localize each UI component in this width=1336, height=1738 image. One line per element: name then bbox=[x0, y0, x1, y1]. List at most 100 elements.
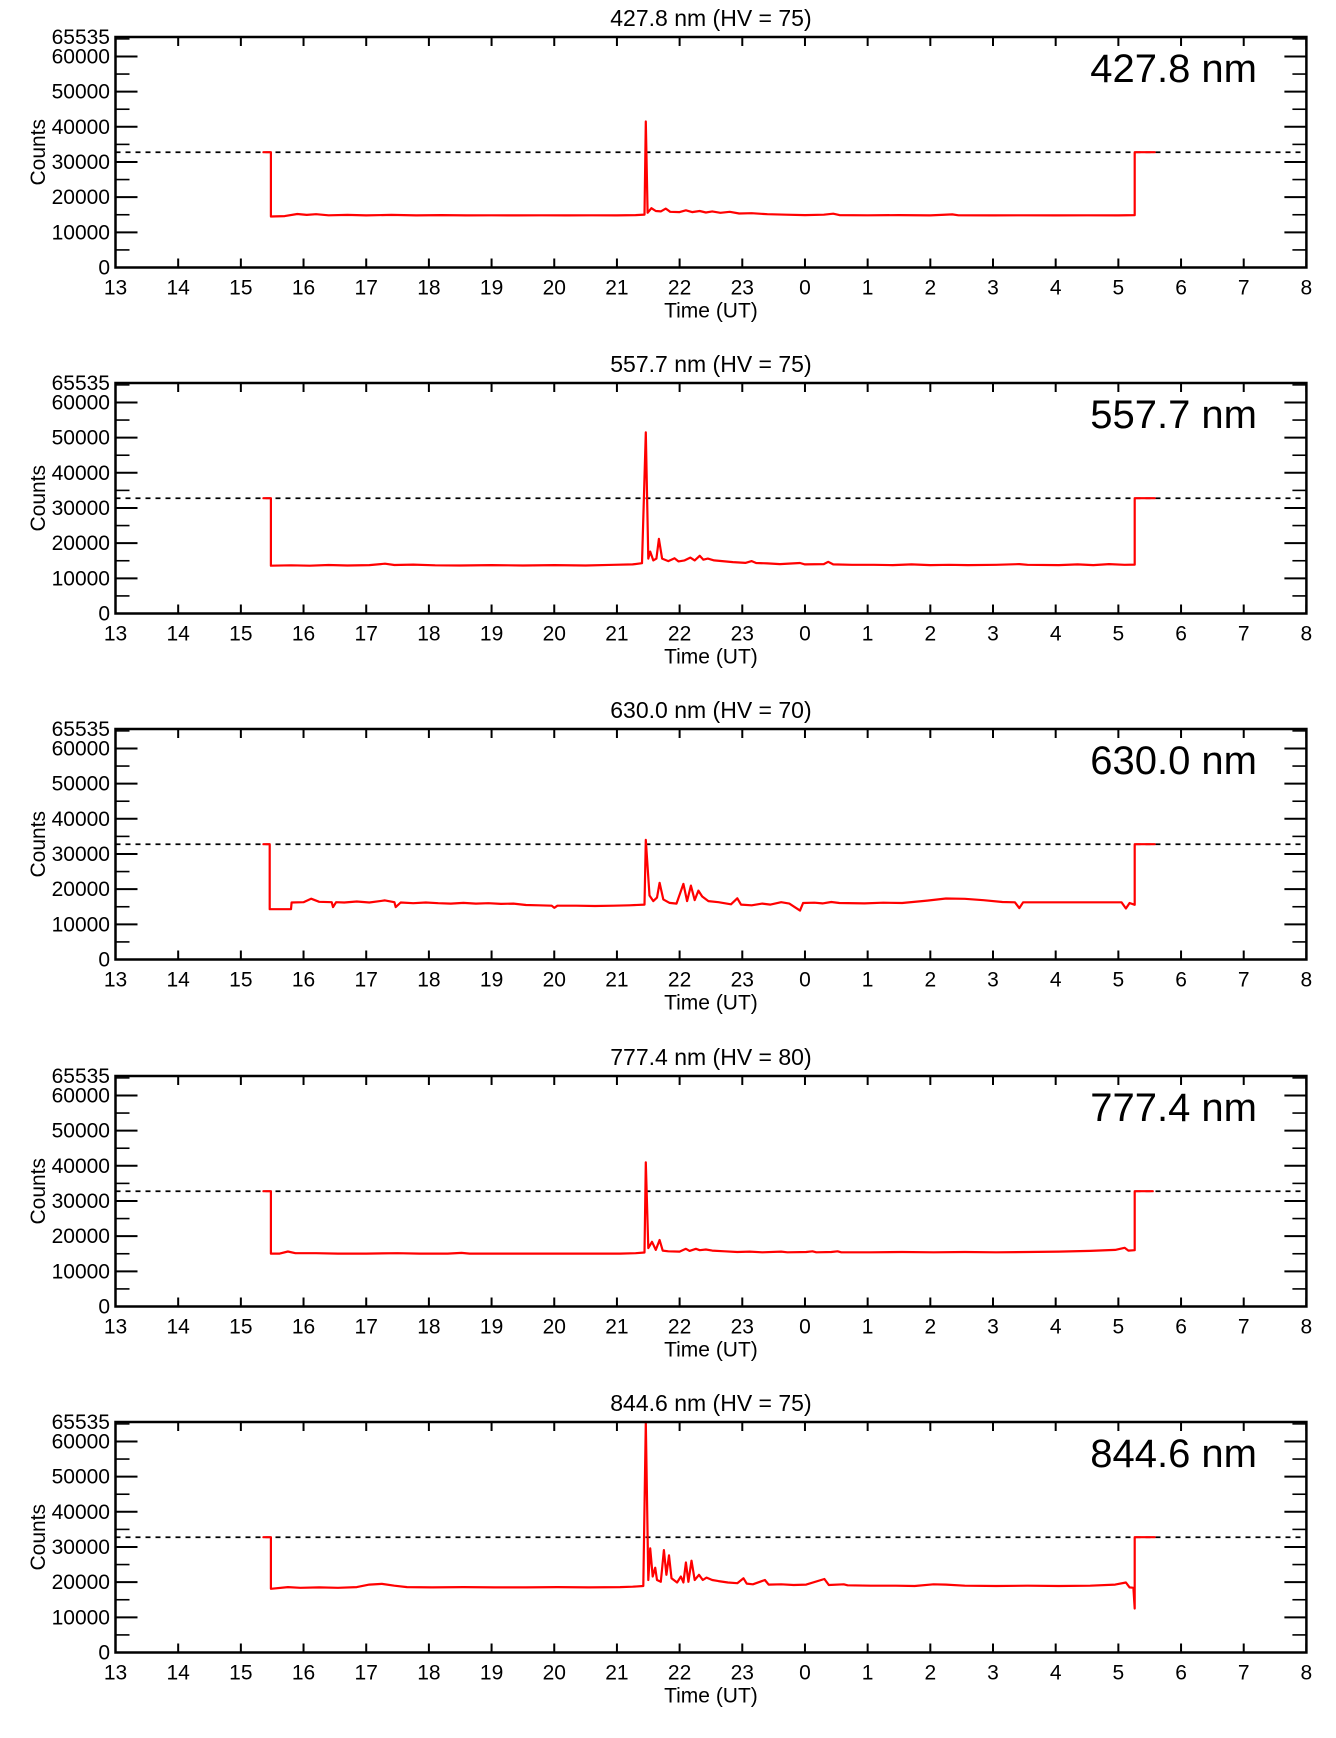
y-tick-label: 65535 bbox=[52, 26, 110, 49]
counts-axis-label: Counts bbox=[27, 119, 50, 186]
y-tick-label: 30000 bbox=[52, 1190, 110, 1213]
x-tick-label: 8 bbox=[1301, 1662, 1313, 1685]
x-tick-label: 5 bbox=[1113, 623, 1125, 646]
x-tick-label: 19 bbox=[480, 277, 503, 300]
x-tick-label: 3 bbox=[987, 1316, 999, 1339]
counts-axis-label: Counts bbox=[27, 1158, 50, 1225]
x-tick-label: 15 bbox=[229, 277, 252, 300]
y-tick-label: 30000 bbox=[52, 497, 110, 520]
x-tick-label: 23 bbox=[731, 1662, 754, 1685]
plot-frame bbox=[114, 35, 1308, 269]
x-tick-label: 2 bbox=[924, 623, 936, 646]
y-tick-label: 30000 bbox=[52, 843, 110, 866]
counts-trace bbox=[262, 1161, 1154, 1255]
y-tick-label: 30000 bbox=[52, 1536, 110, 1559]
x-tick-label: 8 bbox=[1301, 1316, 1313, 1339]
x-tick-label: 18 bbox=[417, 1316, 440, 1339]
x-tick-label: 7 bbox=[1238, 1316, 1250, 1339]
x-tick-label: 2 bbox=[924, 969, 936, 992]
x-tick-label: 0 bbox=[799, 623, 811, 646]
time-axis-label: Time (UT) bbox=[664, 646, 758, 669]
x-tick-label: 4 bbox=[1050, 1662, 1062, 1685]
x-tick-label: 0 bbox=[799, 277, 811, 300]
x-tick-label: 7 bbox=[1238, 277, 1250, 300]
wavelength-corner-label: 630.0 nm bbox=[1090, 739, 1257, 783]
x-tick-label: 3 bbox=[987, 1662, 999, 1685]
x-tick-label: 8 bbox=[1301, 277, 1313, 300]
y-tick-label: 65535 bbox=[52, 1065, 110, 1088]
time-axis-label: Time (UT) bbox=[664, 1339, 758, 1362]
y-tick-label: 10000 bbox=[52, 567, 110, 590]
wavelength-corner-label: 844.6 nm bbox=[1090, 1432, 1257, 1476]
x-tick-label: 1 bbox=[862, 623, 874, 646]
y-tick-label: 60000 bbox=[52, 391, 110, 414]
x-tick-label: 18 bbox=[417, 969, 440, 992]
y-tick-label: 40000 bbox=[52, 116, 110, 139]
chart-title: 630.0 nm (HV = 70) bbox=[610, 697, 811, 723]
y-tick-label: 50000 bbox=[52, 81, 110, 104]
counts-trace bbox=[262, 1420, 1156, 1610]
x-tick-label: 0 bbox=[799, 969, 811, 992]
x-tick-label: 20 bbox=[543, 623, 566, 646]
counts-axis-label: Counts bbox=[27, 811, 50, 878]
x-tick-label: 20 bbox=[543, 277, 566, 300]
y-tick-label: 10000 bbox=[52, 221, 110, 244]
x-tick-label: 20 bbox=[543, 1662, 566, 1685]
x-tick-label: 23 bbox=[731, 1316, 754, 1339]
x-tick-label: 5 bbox=[1113, 1316, 1125, 1339]
chart-panel-630.0nm: 0 10000 20000 30000 40000 50000 60000 65535 13 14… bbox=[0, 692, 1336, 1040]
x-tick-label: 14 bbox=[166, 623, 190, 646]
y-tick-label: 20000 bbox=[52, 878, 110, 901]
x-tick-label: 1 bbox=[862, 1662, 874, 1685]
x-tick-label: 8 bbox=[1301, 623, 1313, 646]
y-tick-label: 50000 bbox=[52, 773, 110, 796]
plot-frame bbox=[114, 1074, 1308, 1308]
chart-title: 777.4 nm (HV = 80) bbox=[610, 1044, 811, 1070]
x-tick-label: 7 bbox=[1238, 623, 1250, 646]
x-tick-label: 2 bbox=[924, 277, 936, 300]
x-tick-label: 17 bbox=[355, 1662, 378, 1685]
x-tick-label: 3 bbox=[987, 623, 999, 646]
x-tick-label: 5 bbox=[1113, 969, 1125, 992]
x-tick-label: 21 bbox=[605, 623, 628, 646]
x-tick-label: 22 bbox=[668, 277, 691, 300]
y-tick-label: 60000 bbox=[52, 737, 110, 760]
x-tick-label: 15 bbox=[229, 969, 252, 992]
y-tick-label: 50000 bbox=[52, 1466, 110, 1489]
time-axis-label: Time (UT) bbox=[664, 992, 758, 1015]
x-tick-label: 19 bbox=[480, 623, 503, 646]
x-tick-label: 15 bbox=[229, 1662, 252, 1685]
y-tick-label: 50000 bbox=[52, 1120, 110, 1143]
x-tick-label: 14 bbox=[166, 1662, 190, 1685]
x-tick-label: 18 bbox=[417, 623, 440, 646]
x-tick-label: 15 bbox=[229, 1316, 252, 1339]
x-tick-label: 22 bbox=[668, 1316, 691, 1339]
y-tick-label: 20000 bbox=[52, 186, 110, 209]
y-tick-label: 65535 bbox=[52, 1411, 110, 1434]
x-tick-label: 18 bbox=[417, 1662, 440, 1685]
chart-title: 427.8 nm (HV = 75) bbox=[610, 5, 811, 31]
time-axis-label: Time (UT) bbox=[664, 1685, 758, 1708]
x-tick-label: 6 bbox=[1175, 277, 1187, 300]
x-tick-label: 17 bbox=[355, 969, 378, 992]
x-tick-label: 4 bbox=[1050, 623, 1062, 646]
x-tick-label: 16 bbox=[292, 1316, 315, 1339]
x-tick-label: 15 bbox=[229, 623, 252, 646]
x-tick-label: 1 bbox=[862, 1316, 874, 1339]
y-tick-label: 20000 bbox=[52, 1225, 110, 1248]
x-tick-label: 14 bbox=[166, 277, 190, 300]
x-tick-label: 14 bbox=[166, 969, 190, 992]
x-tick-label: 13 bbox=[104, 277, 127, 300]
y-tick-label: 0 bbox=[98, 1296, 110, 1319]
x-tick-label: 17 bbox=[355, 277, 378, 300]
wavelength-corner-label: 557.7 nm bbox=[1090, 393, 1257, 437]
y-tick-label: 65535 bbox=[52, 718, 110, 741]
x-tick-label: 8 bbox=[1301, 969, 1313, 992]
y-tick-label: 20000 bbox=[52, 1571, 110, 1594]
y-tick-label: 0 bbox=[98, 949, 110, 972]
chart-panel-844.6nm: 0 10000 20000 30000 40000 50000 60000 65535 13 14… bbox=[0, 1385, 1336, 1733]
